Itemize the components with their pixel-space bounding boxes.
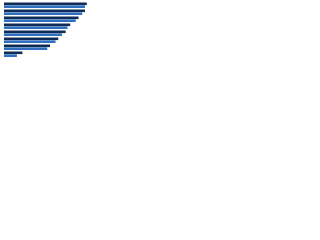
bar [4,9,85,13]
bar [4,23,71,27]
bar [4,5,85,8]
bar [4,40,56,43]
bar [4,26,68,29]
bar [4,47,48,50]
bar [4,54,17,57]
page: {"chart_data": {"type": "hbar", "categor… [0,0,320,71]
bar [4,51,23,55]
bar [4,12,83,15]
bar [4,2,87,6]
bar [4,37,59,41]
bar [4,16,79,20]
bar [4,44,50,48]
bar [4,33,62,36]
bar [4,19,76,22]
chart [4,2,87,57]
bar [4,30,66,34]
